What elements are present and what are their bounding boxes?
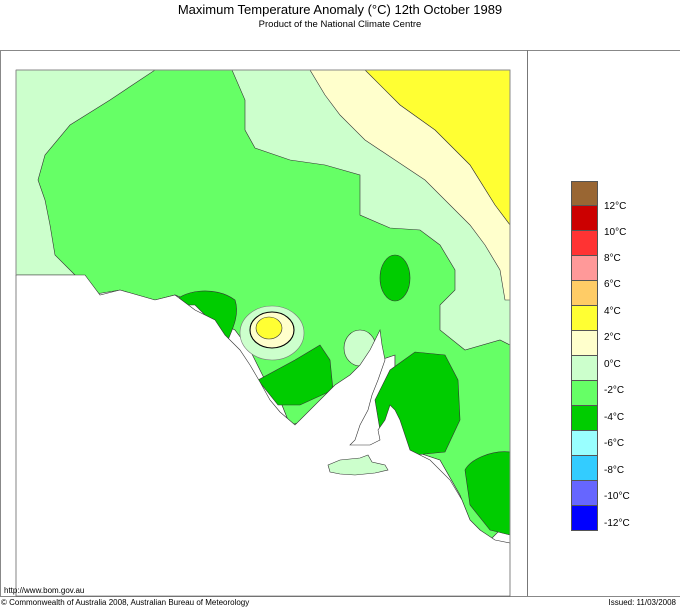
legend-swatch — [571, 381, 598, 406]
legend-swatch — [571, 456, 598, 481]
region-zero — [309, 69, 511, 301]
legend-label: 12°C — [604, 201, 627, 212]
legend-label: 6°C — [604, 279, 621, 290]
color-legend — [571, 181, 598, 531]
region-minus6-a — [379, 254, 411, 302]
legend-swatch — [571, 481, 598, 506]
kangaroo-island — [327, 454, 389, 476]
legend-swatch — [571, 181, 598, 206]
legend-label: 0°C — [604, 359, 621, 370]
source-link[interactable]: http://www.bom.gov.au — [4, 586, 85, 595]
legend-swatch — [571, 506, 598, 531]
legend-swatch — [571, 356, 598, 381]
frame-divider — [527, 50, 528, 596]
map-subtitle: Product of the National Climate Centre — [258, 19, 422, 30]
legend-label: -4°C — [604, 412, 625, 423]
legend-label: -10°C — [604, 491, 630, 502]
legend-label: 10°C — [604, 227, 627, 238]
legend-swatch — [571, 231, 598, 256]
legend-swatch — [571, 431, 598, 456]
region-minus6-c — [257, 344, 334, 406]
legend-swatch — [571, 306, 598, 331]
legend-swatch — [571, 406, 598, 431]
legend-swatch — [571, 331, 598, 356]
issued-date: Issued: 11/03/2008 — [608, 598, 676, 607]
legend-label: -8°C — [604, 465, 625, 476]
legend-label: 2°C — [604, 332, 621, 343]
legend-label: -6°C — [604, 438, 625, 449]
copyright-notice: © Commonwealth of Australia 2008, Austra… — [1, 598, 250, 607]
legend-label: 4°C — [604, 306, 621, 317]
legend-swatch — [571, 256, 598, 281]
map-title: Maximum Temperature Anomaly (°C) 12th Oc… — [177, 2, 503, 17]
bullseye-inner — [255, 316, 283, 340]
legend-label: -12°C — [604, 518, 630, 529]
ocean — [15, 274, 511, 597]
region-minus6-e — [464, 451, 511, 536]
legend-label: -2°C — [604, 385, 625, 396]
legend-swatch — [571, 281, 598, 306]
map-frame — [0, 50, 680, 597]
legend-swatch — [571, 206, 598, 231]
legend-label: 8°C — [604, 253, 621, 264]
